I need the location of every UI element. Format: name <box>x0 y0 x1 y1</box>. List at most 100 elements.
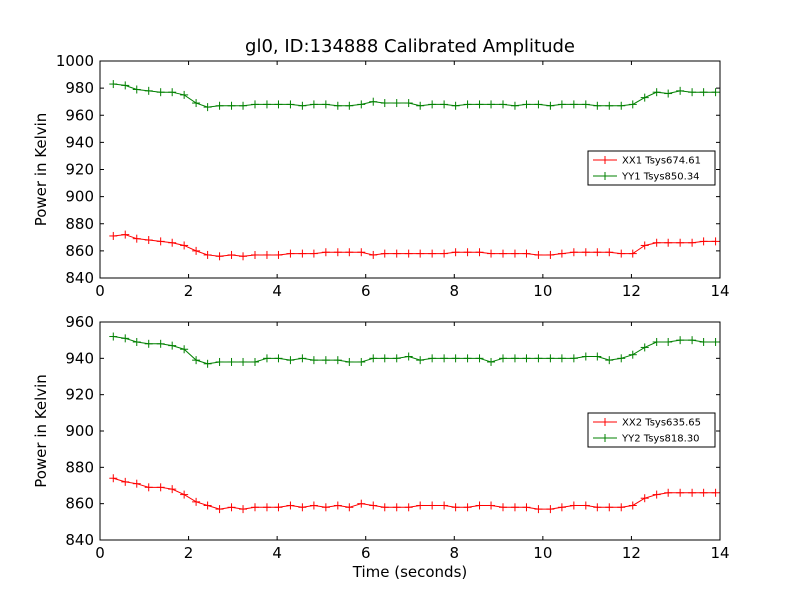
data-point-marker <box>676 86 685 95</box>
y-tick-label: 840 <box>65 531 94 549</box>
data-point-marker <box>664 238 673 247</box>
data-point-marker <box>605 248 614 257</box>
data-point-marker <box>617 503 626 512</box>
data-point-marker <box>109 332 118 341</box>
y-tick-label: 920 <box>65 386 94 404</box>
bottom-panel: 0 2 4 6 8 10 12 14 840 860 880 900 920 940 960 Power in… <box>32 313 730 581</box>
data-point-marker <box>628 100 637 109</box>
data-point-marker <box>640 241 649 250</box>
data-point-marker <box>156 237 165 246</box>
data-point-marker <box>711 237 720 246</box>
data-point-marker <box>392 249 401 258</box>
data-point-marker <box>617 249 626 258</box>
y-tick-label: 960 <box>65 106 94 124</box>
data-point-marker <box>345 357 354 366</box>
data-point-marker <box>652 490 661 499</box>
data-point-marker <box>534 505 543 514</box>
data-point-marker <box>144 236 153 245</box>
data-point-marker <box>676 238 685 247</box>
data-point-marker <box>463 100 472 109</box>
data-point-marker <box>251 503 259 512</box>
data-point-marker <box>168 341 177 350</box>
y-tick-label: 900 <box>65 188 94 206</box>
data-point-marker <box>262 250 271 259</box>
data-point-marker <box>180 90 189 99</box>
data-point-marker <box>132 479 141 488</box>
data-point-marker <box>688 488 697 497</box>
data-point-marker <box>451 354 460 363</box>
data-point-marker <box>298 354 307 363</box>
data-point-marker <box>534 100 543 109</box>
data-point-marker <box>416 101 425 110</box>
series-line-2 <box>113 336 716 365</box>
data-point-marker <box>132 85 141 94</box>
data-point-marker <box>392 99 401 108</box>
data-point-marker <box>380 354 389 363</box>
legend-box <box>587 412 716 448</box>
plot-frame <box>99 321 721 541</box>
data-point-marker <box>676 336 685 345</box>
data-point-marker <box>593 503 602 512</box>
series-line-1 <box>113 477 716 510</box>
data-point-marker <box>380 503 389 512</box>
data-point-marker <box>593 248 602 257</box>
data-point-marker <box>345 503 354 512</box>
data-point-marker <box>688 238 697 247</box>
chart-title: gl0, ID:134888 Calibrated Amplitude <box>245 36 575 57</box>
x-tick-label: 8 <box>450 544 460 562</box>
data-point-marker <box>168 485 177 494</box>
legend-label: XX2 Tsys635.65 <box>622 418 701 429</box>
y-axis-label: Power in Kelvin <box>32 374 50 488</box>
data-point-marker <box>321 100 330 109</box>
data-point-marker <box>404 249 413 258</box>
data-point-marker <box>262 100 271 109</box>
data-point-marker <box>463 354 472 363</box>
data-point-marker <box>664 488 673 497</box>
data-point-marker <box>593 101 602 110</box>
data-point-marker <box>180 345 189 354</box>
data-point-marker <box>251 100 259 109</box>
data-point-marker <box>369 354 378 363</box>
data-point-marker <box>711 337 720 346</box>
data-point-marker <box>357 357 366 366</box>
data-point-marker <box>487 357 496 366</box>
data-point-marker <box>652 337 661 346</box>
data-point-marker <box>309 356 318 365</box>
data-point-marker <box>286 100 295 109</box>
data-point-marker <box>416 249 425 258</box>
data-point-marker <box>369 97 378 106</box>
data-point-marker <box>215 101 224 110</box>
data-point-marker <box>640 343 649 352</box>
data-point-marker <box>534 354 543 363</box>
data-point-marker <box>298 101 307 110</box>
x-tick-label: 0 <box>95 282 105 300</box>
x-tick-label: 6 <box>361 544 371 562</box>
data-point-marker <box>628 501 637 510</box>
data-point-marker <box>321 356 330 365</box>
data-point-marker <box>581 352 590 361</box>
x-tick-label: 14 <box>710 282 729 300</box>
legend: XX2 Tsys635.65 YY2 Tsys818.30 <box>587 412 716 448</box>
data-point-marker <box>404 503 413 512</box>
data-point-marker <box>640 494 649 503</box>
data-point-marker <box>510 101 519 110</box>
data-point-marker <box>251 250 259 259</box>
data-point-marker <box>180 490 189 499</box>
data-point-marker <box>628 350 637 359</box>
data-point-marker <box>593 352 602 361</box>
data-point-marker <box>699 488 708 497</box>
data-point-marker <box>156 339 165 348</box>
data-point-marker <box>569 100 578 109</box>
data-point-marker <box>392 503 401 512</box>
data-point-marker <box>475 354 484 363</box>
x-tick-label: 2 <box>184 282 194 300</box>
y-tick-label: 900 <box>65 422 94 440</box>
data-point-marker <box>333 501 342 510</box>
data-point-marker <box>121 230 130 239</box>
data-point-marker <box>463 503 472 512</box>
data-point-marker <box>617 354 626 363</box>
data-point-marker <box>581 248 590 257</box>
data-point-marker <box>286 501 295 510</box>
data-point-marker <box>333 101 342 110</box>
data-point-marker <box>499 249 507 258</box>
